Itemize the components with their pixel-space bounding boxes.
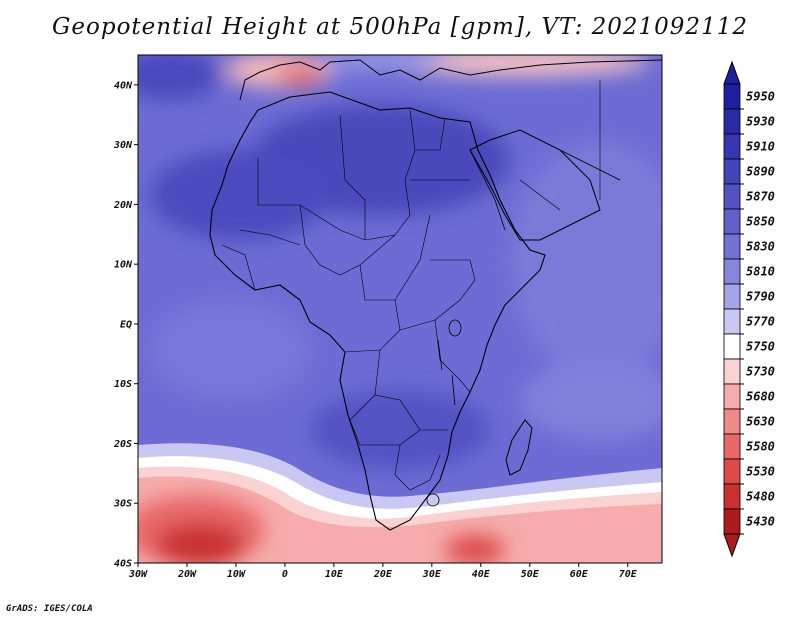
colorbar-swatch: [723, 333, 741, 360]
colorbar-label: 5630: [746, 415, 775, 429]
colorbar-label: 5770: [746, 315, 775, 329]
lon-tick-label: 10E: [325, 569, 344, 580]
colorbar-swatch: [723, 458, 741, 485]
lat-tick-label: 10S: [114, 379, 132, 390]
colorbar-label: 5750: [746, 340, 775, 354]
colorbar-swatch: [723, 483, 741, 510]
map-title: Geopotential Height at 500hPa [gpm], VT:…: [52, 14, 748, 40]
lat-tick-label: 40S: [114, 559, 132, 570]
colorbar-label: 5850: [746, 215, 775, 229]
lon-tick-label: 0: [282, 569, 288, 580]
colorbar-swatch: [723, 233, 741, 260]
lon-tick-label: 70E: [619, 569, 638, 580]
lon-tick-label: 20W: [177, 569, 197, 580]
lat-tick-label: 40N: [114, 80, 133, 91]
colorbar-swatch: [723, 158, 741, 185]
colorbar-swatch: [723, 308, 741, 335]
lon-tick-label: 20E: [373, 569, 393, 580]
lat-tick-label: 30N: [113, 140, 133, 151]
lon-tick-label: 30E: [422, 569, 442, 580]
lat-tick-label: 30S: [113, 499, 132, 510]
lon-tick-label: 30W: [128, 569, 148, 580]
colorbar-label: 5870: [746, 190, 775, 204]
colorbar-label: 5910: [746, 140, 775, 154]
country-borders: [221, 80, 601, 491]
lon-tick-label: 40E: [472, 569, 491, 580]
colorbar-swatch: [723, 383, 741, 410]
colorbar-label: 5480: [746, 490, 775, 504]
lat-tick-label: 10N: [114, 260, 133, 271]
colorbar-swatch: [723, 358, 741, 385]
lat-tick-label: 20N: [113, 200, 133, 211]
colorbar-swatch: [723, 433, 741, 460]
colorbar-swatch: [723, 408, 741, 435]
lon-tick-label: 50E: [521, 569, 540, 580]
lat-tick-label: 20S: [113, 439, 132, 450]
europe-coastline: [239, 59, 662, 101]
colorbar-label: 5950: [746, 90, 775, 104]
lon-tick-label: 10W: [227, 569, 246, 580]
colorbar-label: 5430: [746, 515, 775, 529]
colorbar-label: 5580: [746, 440, 775, 454]
map-frame: [137, 54, 663, 564]
axis-ticks: 30W 20W 10W 0 10E 20E 30E 40E 50E 60E 70E 40N 30N 20N…: [113, 80, 638, 580]
lon-tick-label: 60E: [570, 569, 589, 580]
africa-coastline: [209, 91, 546, 531]
grads-credit: GrADS: IGES/COLA: [6, 604, 93, 614]
lat-tick-label: EQ: [120, 319, 132, 330]
colorbar-swatch: [723, 508, 741, 535]
madagascar-coastline: [505, 419, 533, 476]
colorbar-swatch: [723, 183, 741, 210]
colorbar-top-arrow: [723, 60, 741, 85]
colorbar-swatch: [723, 208, 741, 235]
colorbar-swatch: [723, 133, 741, 160]
colorbar-label: 5810: [746, 265, 775, 279]
colorbar-swatch: [723, 258, 741, 285]
colorbar-label: 5680: [746, 390, 775, 404]
colorbar-label: 5530: [746, 465, 775, 479]
arabia-coastline: [469, 129, 601, 241]
colorbar-label: 5930: [746, 115, 775, 129]
colorbar: 5950 5930 5910 5890 5870 5850 5830 5810 5790 5770…: [723, 60, 775, 558]
colorbar-swatch: [723, 108, 741, 135]
colorbar-label: 5790: [746, 290, 775, 304]
colorbar-bottom-arrow: [723, 533, 741, 558]
colorbar-label: 5730: [746, 365, 775, 379]
colorbar-label: 5830: [746, 240, 775, 254]
colorbar-swatch: [723, 83, 741, 110]
colorbar-swatch: [723, 283, 741, 310]
colorbar-label: 5890: [746, 165, 775, 179]
height-field: [138, 55, 662, 563]
